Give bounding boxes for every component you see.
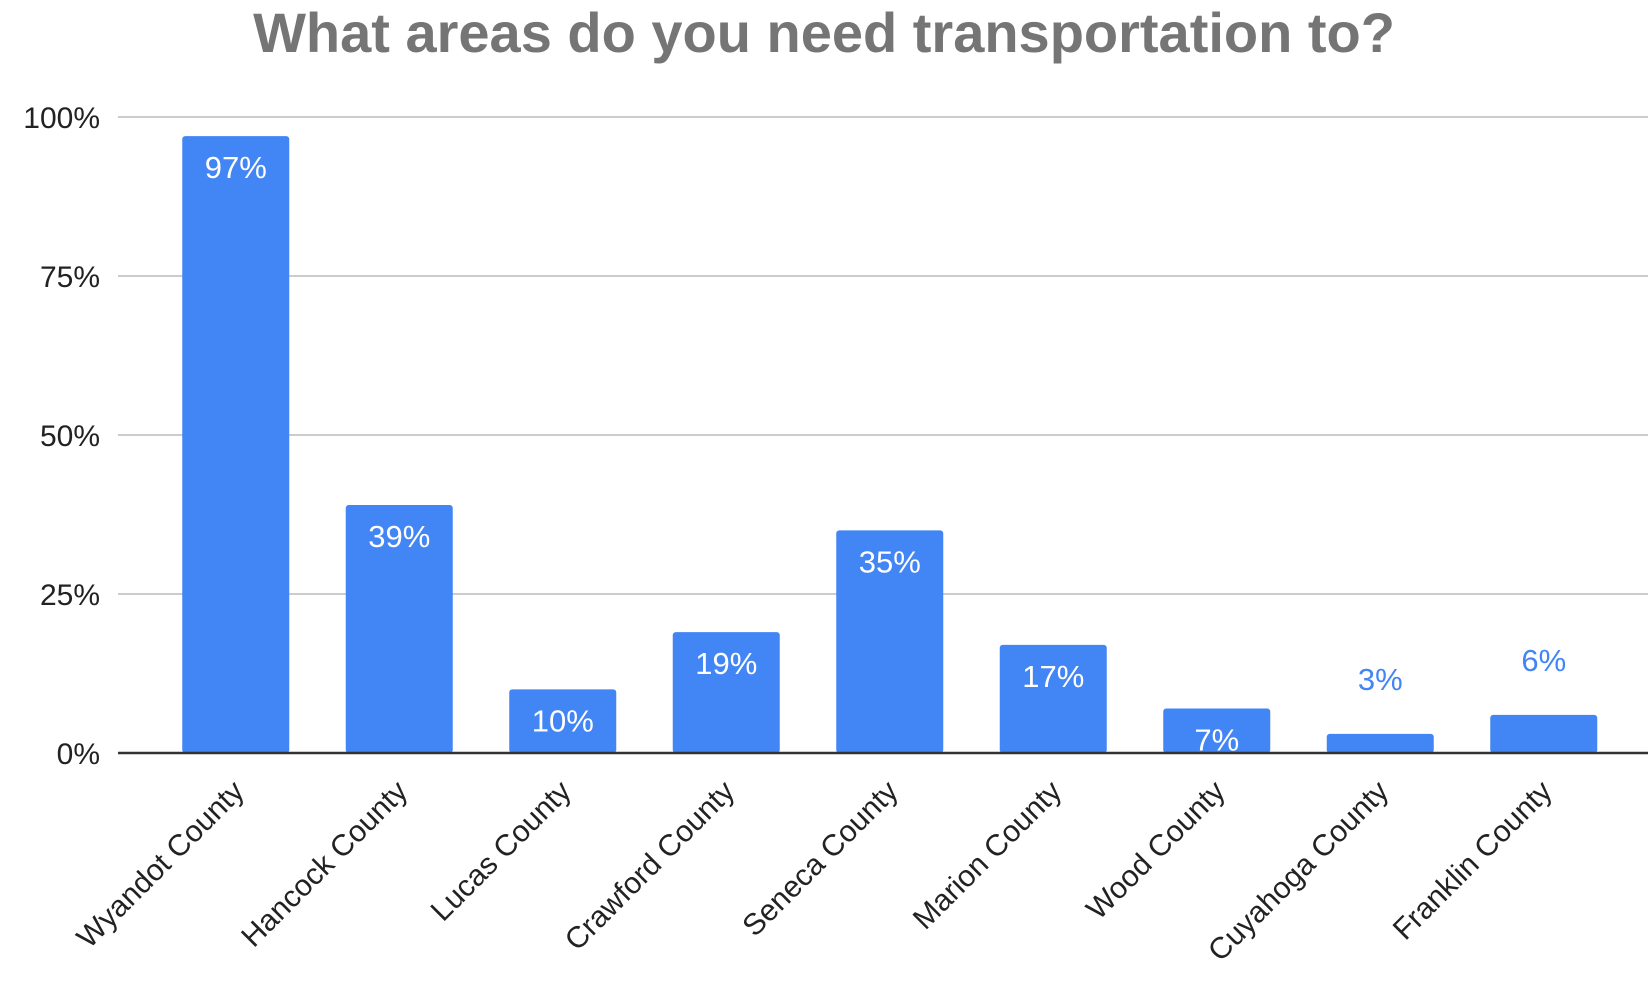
data-label: 97%	[205, 150, 267, 185]
bars	[182, 136, 1598, 753]
category-label: Lucas County	[425, 775, 578, 928]
bar	[1163, 708, 1271, 753]
category-label: Franklin County	[1387, 775, 1559, 947]
category-label: Wyandot County	[71, 775, 251, 955]
y-tick-label: 100%	[23, 102, 100, 135]
y-tick-label: 75%	[40, 261, 100, 294]
data-label: 17%	[1022, 659, 1084, 694]
category-label: Marion County	[907, 775, 1068, 936]
bar	[182, 136, 290, 753]
bar	[1490, 714, 1598, 753]
data-label: 7%	[1194, 722, 1239, 757]
y-tick-label: 25%	[40, 579, 100, 612]
category-label: Crawford County	[559, 775, 741, 957]
bar	[672, 632, 780, 753]
data-label: 39%	[368, 519, 430, 554]
category-label: Seneca County	[736, 775, 904, 943]
category-label: Hancock County	[235, 775, 414, 954]
data-label: 35%	[859, 544, 921, 579]
bar	[1326, 733, 1434, 753]
bar	[509, 689, 617, 753]
data-label: 6%	[1521, 643, 1566, 678]
data-label: 10%	[532, 703, 594, 738]
category-label: Cuyahoga County	[1202, 775, 1395, 968]
bar	[999, 644, 1107, 753]
data-label: 19%	[695, 646, 757, 681]
data-label: 3%	[1358, 662, 1403, 697]
bar	[836, 530, 944, 753]
bar	[345, 504, 453, 753]
chart-title: What areas do you need transportation to…	[253, 1, 1395, 64]
y-axis-ticks: 0% 25% 50% 75% 100%	[23, 102, 100, 771]
category-label: Wood County	[1080, 775, 1231, 926]
y-tick-label: 0%	[57, 738, 100, 771]
y-tick-label: 50%	[40, 420, 100, 453]
data-labels: 97% 39% 10% 19% 35% 17% 7% 3% 6%	[205, 150, 1566, 757]
